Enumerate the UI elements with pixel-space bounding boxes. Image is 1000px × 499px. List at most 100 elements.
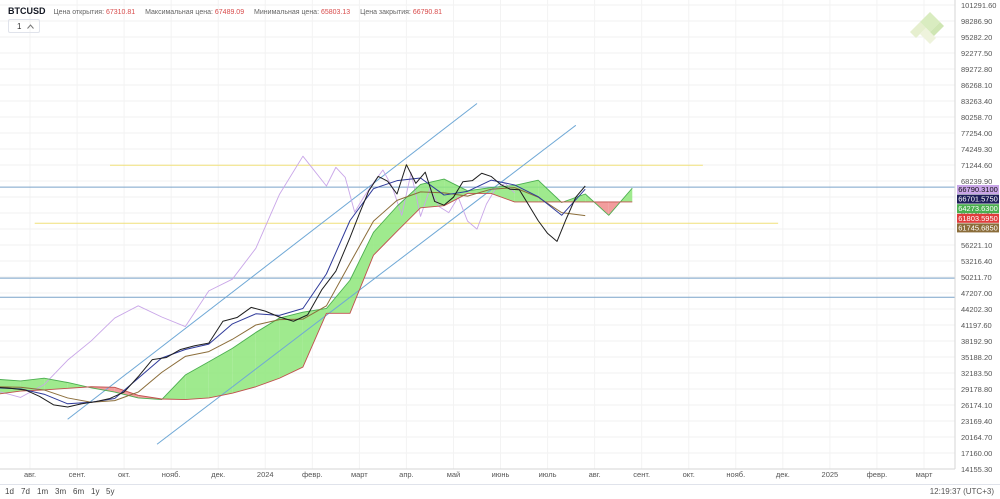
y-tick-label: 98286.90 [961, 17, 992, 26]
trend-channel [67, 103, 577, 445]
open-value: 67310.81 [105, 9, 136, 16]
x-tick-label: март [916, 470, 933, 479]
x-tick-label: сент. [69, 470, 86, 479]
y-tick-label: 77254.00 [961, 129, 992, 138]
x-tick-label: окт. [118, 470, 130, 479]
price-label-bg [957, 223, 999, 233]
cloud-segment [467, 187, 492, 194]
x-tick-label: апр. [399, 470, 414, 479]
series-line-span_a [0, 178, 633, 400]
cloud-segment [397, 184, 421, 232]
y-tick-label: 56221.10 [961, 241, 992, 250]
y-tick-label: 71244.60 [961, 161, 992, 170]
cloud-segment [208, 348, 233, 398]
chart-series [0, 155, 633, 408]
cloud-segment [185, 361, 209, 400]
price-label-text: 66701.5750 [958, 195, 998, 204]
chart-grid [0, 0, 955, 470]
y-tick-label: 92277.50 [961, 49, 992, 58]
y-tick-label: 20164.70 [961, 433, 992, 442]
y-tick-label: 83263.40 [961, 97, 992, 106]
x-tick-label: март [351, 470, 368, 479]
channel-line [156, 124, 577, 445]
price-label-text: 61745.6850 [958, 223, 998, 232]
x-tick-label: нояб. [726, 470, 745, 479]
price-label-text: 64273.6300 [958, 204, 998, 213]
interval-selector[interactable]: 1 [8, 19, 40, 33]
price-axis[interactable]: 101291.60 98286.90 95282.20 92277.50 89272.8… [954, 0, 996, 474]
price-label-bg [957, 213, 999, 223]
bottom-toolbar: 1d 7d 1m 3m 6m 1y 5y 12:19:37 (UTC+3) [0, 484, 1000, 499]
y-tick-label: 86268.10 [961, 81, 992, 90]
cloud-segment [302, 308, 327, 368]
series-line-close [0, 164, 586, 408]
open-label: Цена открытия: [53, 9, 105, 16]
x-tick-label: 2025 [822, 470, 839, 479]
low-value: 65803.13 [320, 9, 351, 16]
range-button-6m[interactable]: 6m [73, 487, 85, 496]
cloud-segment [255, 318, 280, 387]
cloud-segment [232, 332, 256, 394]
range-button-7d[interactable]: 7d [21, 487, 30, 496]
y-tick-label: 29178.80 [961, 385, 992, 394]
interval-value: 1 [17, 21, 22, 31]
price-chart[interactable]: 101291.60 98286.90 95282.20 92277.50 89272.8… [0, 0, 1000, 484]
x-tick-label: нояб. [162, 470, 181, 479]
y-tick-label: 53216.40 [961, 257, 992, 266]
range-button-1y[interactable]: 1y [91, 487, 100, 496]
x-tick-label: окт. [683, 470, 695, 479]
price-label-bg [957, 194, 999, 204]
y-tick-label: 26174.10 [961, 401, 992, 410]
y-tick-label: 95282.20 [961, 33, 992, 42]
y-tick-label: 14155.30 [961, 465, 992, 474]
y-tick-label: 47207.00 [961, 289, 992, 298]
ohlc-header: BTCUSD Цена открытия: 67310.81 Максималь… [8, 6, 450, 16]
x-tick-label: дек. [211, 470, 225, 479]
x-tick-label: авг. [589, 470, 601, 479]
price-label-text: 66790.3100 [958, 185, 998, 194]
y-tick-label: 32183.50 [961, 369, 992, 378]
y-tick-label: 38192.90 [961, 337, 992, 346]
y-tick-label: 50211.70 [961, 273, 992, 282]
time-axis[interactable]: авг. сент. окт. нояб. дек. 2024 февр. март апр. м… [0, 468, 955, 479]
price-label-text: 61803.5950 [958, 214, 998, 223]
x-tick-label: февр. [867, 470, 888, 479]
y-tick-label: 62230.50 [961, 209, 992, 218]
y-tick-label: 80258.70 [961, 113, 992, 122]
y-tick-label: 74249.30 [961, 145, 992, 154]
channel-line [67, 103, 478, 420]
cloud-segment [373, 206, 398, 256]
brand-logo-icon [910, 12, 944, 44]
x-tick-label: 2024 [257, 470, 274, 479]
y-tick-label: 101291.60 [961, 1, 996, 10]
close-label: Цена закрытия: [360, 9, 411, 16]
y-tick-label: 35188.20 [961, 353, 992, 362]
cloud-segment [44, 378, 68, 390]
y-tick-label: 17160.00 [961, 449, 992, 458]
symbol-name[interactable]: BTCUSD [8, 6, 46, 16]
x-tick-label: сент. [633, 470, 650, 479]
cloud-segment [114, 387, 139, 398]
range-button-1m[interactable]: 1m [37, 487, 49, 496]
y-tick-label: 41197.60 [961, 321, 992, 330]
price-label-bg [957, 204, 999, 214]
close-value: 66790.81 [412, 9, 443, 16]
chevron-up-icon [27, 23, 35, 29]
low-label: Минимальная цена: [254, 9, 320, 16]
cloud-segment [279, 312, 303, 379]
y-tick-label: 23169.40 [961, 417, 992, 426]
high-label: Максимальная цена: [145, 9, 213, 16]
y-tick-label: 68239.90 [961, 177, 992, 186]
clock: 12:19:37 (UTC+3) [929, 487, 994, 496]
cloud-segment [326, 280, 350, 314]
x-tick-label: июнь [492, 470, 510, 479]
range-button-3m[interactable]: 3m [55, 487, 67, 496]
range-button-1d[interactable]: 1d [5, 487, 14, 496]
x-tick-label: июль [539, 470, 557, 479]
series-line-chikou [0, 155, 515, 398]
x-tick-label: авг. [24, 470, 36, 479]
y-tick-label: 89272.80 [961, 65, 992, 74]
price-labels: 66790.310066701.575064273.630061803.5950… [957, 185, 999, 233]
y-tick-label: 44202.30 [961, 305, 992, 314]
range-button-5y[interactable]: 5y [106, 487, 115, 496]
